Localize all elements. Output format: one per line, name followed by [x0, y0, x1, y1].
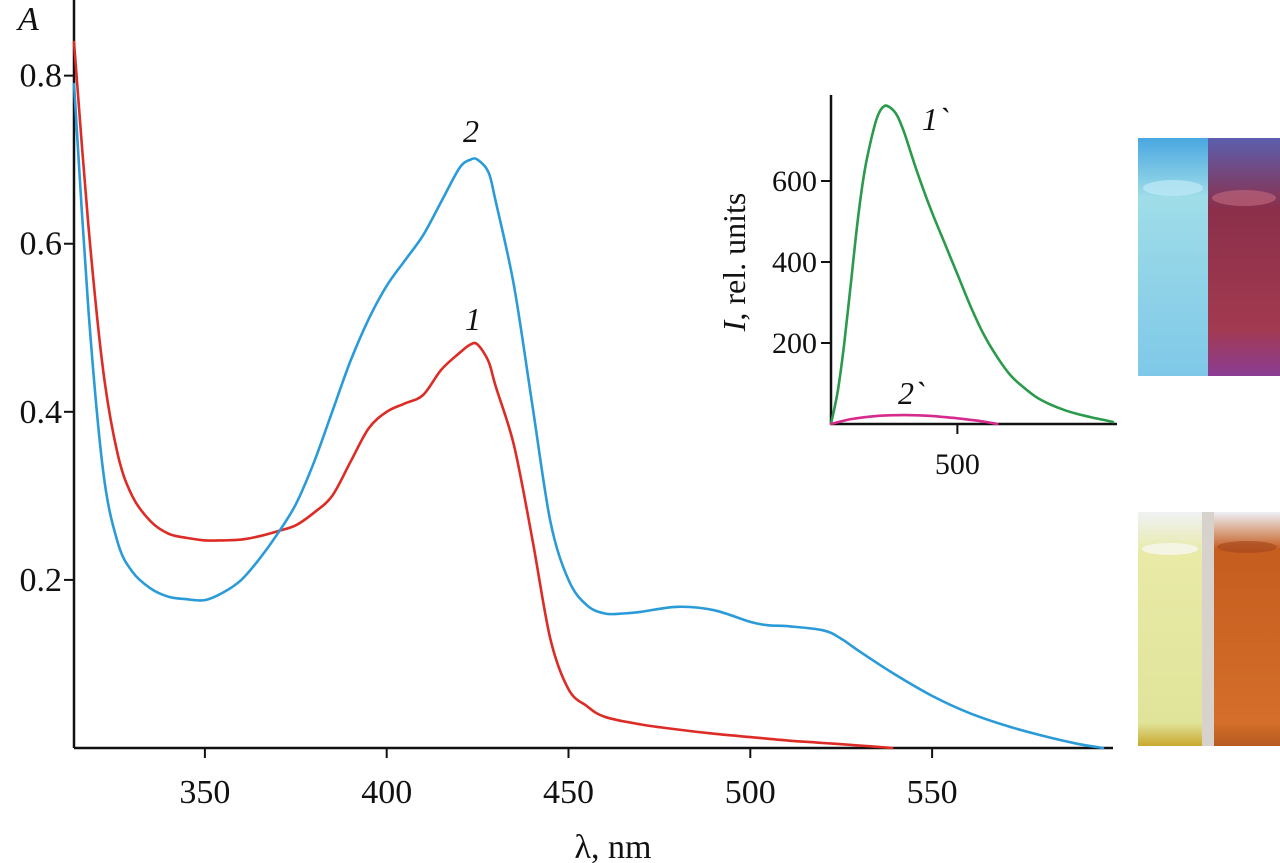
y-tick-label: 0.6	[20, 226, 63, 263]
x-tick-label: 450	[543, 774, 594, 811]
inset-series-line-2p	[829, 413, 999, 426]
inset-series-line-1p	[829, 104, 1115, 426]
meniscus-daylight-right	[1217, 541, 1277, 553]
cuvette-photo-daylight	[1138, 512, 1280, 746]
cuvette-uv-left	[1138, 138, 1208, 376]
inset-x-tick-label: 500	[935, 448, 980, 481]
x-tick-label: 500	[725, 774, 776, 811]
y-tick-label: 0.4	[20, 394, 63, 431]
cuvette-uv-right	[1208, 138, 1280, 376]
main-ticks: 350 400 450 500 550 0.2 0.4 0.6 0.8	[20, 58, 958, 811]
main-curves	[72, 40, 1105, 750]
inset-curve-label-1: 1`	[922, 101, 949, 137]
inset-y-tick-label: 600	[772, 165, 817, 198]
meniscus-uv-left	[1143, 180, 1203, 196]
x-tick-label: 550	[907, 774, 958, 811]
meniscus-daylight-left	[1142, 543, 1198, 555]
y-tick-label: 0.8	[20, 58, 63, 95]
cuvette-photo-uv	[1138, 138, 1280, 376]
series-line-1	[72, 40, 894, 750]
series-line-2	[72, 82, 1105, 750]
x-tick-label: 350	[179, 774, 230, 811]
x-axis-label: λ, nm	[575, 829, 652, 863]
inset-curves	[829, 104, 1115, 426]
y-axis-label: A	[16, 1, 39, 38]
fluorescence-inset: 500 200 400 600 I, rel. units 1` 2`	[716, 95, 1117, 481]
inset-curve-label-2: 2`	[898, 375, 925, 411]
x-tick-label: 400	[361, 774, 412, 811]
inset-y-axis-label-rest: , rel. units	[716, 193, 752, 321]
curve-label-2: 2	[463, 113, 479, 149]
meniscus-uv-right	[1212, 190, 1276, 206]
inset-y-tick-label: 400	[772, 246, 817, 279]
absorption-chart: 350 400 450 500 550 0.2 0.4 0.6 0.8 A λ, nm 2 1	[16, 0, 1113, 863]
cuvette-divider	[1202, 512, 1214, 746]
inset-y-axis-label: I, rel. units	[716, 193, 752, 333]
inset-ticks: 500 200 400 600	[772, 165, 980, 481]
inset-y-tick-label: 200	[772, 327, 817, 360]
y-tick-label: 0.2	[20, 562, 63, 599]
curve-label-1: 1	[465, 301, 481, 337]
